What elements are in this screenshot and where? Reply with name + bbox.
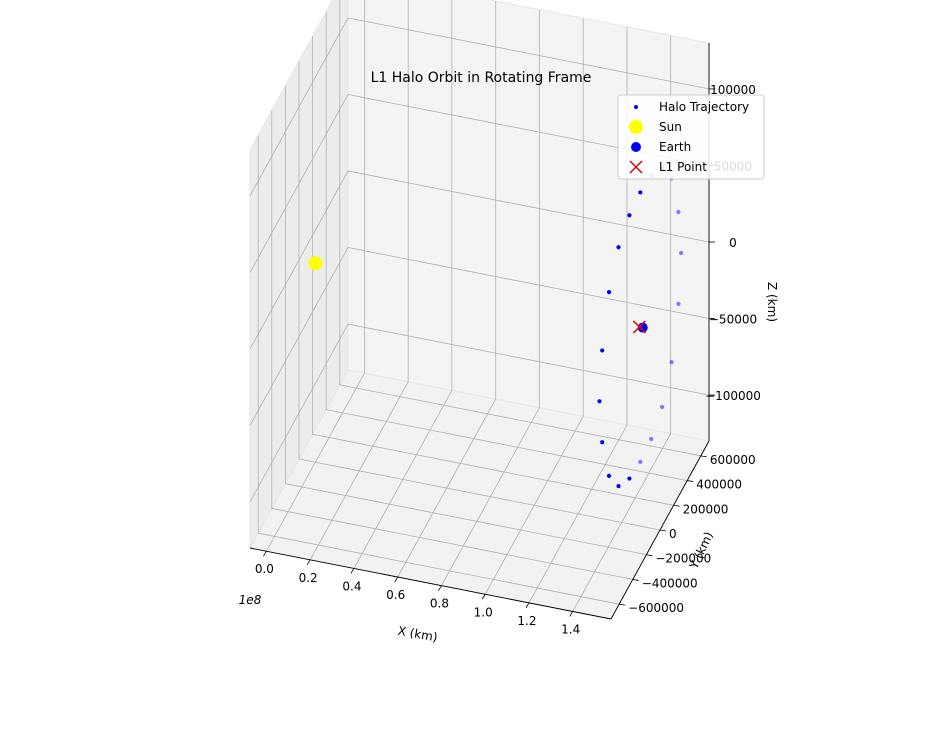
y-grid-line bbox=[284, 85, 647, 556]
x-tick-label: 0.6 bbox=[386, 588, 405, 602]
chart-title: L1 Halo Orbit in Rotating Frame bbox=[371, 70, 592, 86]
z-tick-label: −50000 bbox=[709, 313, 757, 327]
legend-marker-l1 bbox=[629, 160, 643, 174]
z-grid-line bbox=[249, 247, 710, 426]
x-tick bbox=[569, 611, 574, 617]
x-tick bbox=[438, 585, 442, 591]
legend-marker-sun bbox=[629, 120, 643, 134]
y-grid-line bbox=[312, 36, 674, 506]
legend-label: Halo Trajectory bbox=[659, 100, 749, 114]
halo-trajectory-point bbox=[676, 301, 681, 306]
grid-lines bbox=[249, 0, 710, 612]
x-tick-label: 1.2 bbox=[517, 614, 536, 628]
halo-trajectory-point bbox=[659, 404, 665, 410]
y-grid-line bbox=[257, 135, 620, 605]
legend-marker-halo bbox=[634, 105, 638, 109]
sun-point bbox=[308, 256, 323, 271]
y-grid-line bbox=[325, 11, 688, 481]
halo-trajectory-point bbox=[676, 209, 681, 215]
y-grid-line bbox=[339, 0, 701, 457]
x-tick bbox=[481, 594, 486, 600]
legend-label: Sun bbox=[659, 120, 682, 134]
x-tick bbox=[525, 602, 530, 609]
z-grid-line bbox=[249, 323, 710, 503]
z-grid-line bbox=[249, 94, 710, 273]
back-pane bbox=[347, 0, 710, 442]
y-tick-label: 200000 bbox=[683, 502, 729, 516]
y-tick bbox=[632, 579, 639, 581]
halo-trajectory-point bbox=[649, 436, 654, 442]
x-grid-line bbox=[484, 18, 584, 595]
earth-point bbox=[637, 322, 648, 333]
l1-point-marker bbox=[632, 320, 646, 334]
halo-trajectory-point bbox=[669, 360, 674, 365]
y-tick-label: −400000 bbox=[642, 576, 698, 590]
x-grid-line bbox=[309, 0, 409, 560]
x-tick-label: 0.2 bbox=[299, 571, 318, 585]
legend-label: Earth bbox=[659, 140, 691, 154]
z-tick-label: 100000 bbox=[710, 83, 756, 97]
halo-trajectory-point bbox=[606, 473, 612, 478]
y-tick bbox=[619, 603, 626, 606]
x-tick-label: 1.0 bbox=[474, 605, 493, 619]
x-grid-line bbox=[397, 1, 497, 578]
y-grid-line bbox=[271, 110, 633, 580]
z-axis-label: Z (km) bbox=[765, 282, 779, 322]
y-tick-label: 0 bbox=[669, 527, 677, 541]
y-tick-label: −600000 bbox=[628, 601, 684, 615]
halo-trajectory-point bbox=[606, 290, 612, 295]
legend-box bbox=[617, 94, 765, 180]
y-tick bbox=[687, 480, 694, 482]
z-tick-label: −100000 bbox=[705, 389, 761, 403]
x-tick bbox=[350, 568, 355, 574]
z-grid-line bbox=[249, 170, 710, 350]
y-tick-label: −200000 bbox=[655, 552, 711, 566]
halo-trajectory-point bbox=[679, 250, 684, 256]
x-tick bbox=[263, 551, 267, 557]
x-tick bbox=[306, 559, 311, 566]
halo-trajectory-point bbox=[600, 440, 605, 445]
x-grid-line bbox=[266, 0, 365, 552]
y-tick bbox=[659, 529, 667, 532]
z-grid-line bbox=[249, 17, 710, 197]
halo-trajectory-point bbox=[616, 245, 621, 250]
y-tick bbox=[673, 504, 680, 507]
legend: Halo Trajectory Sun Earth L1 Point bbox=[617, 94, 765, 180]
x-axis-offset-label: 1e8 bbox=[239, 593, 262, 607]
y-tick-label: 600000 bbox=[710, 453, 756, 467]
x-tick-label: 0.8 bbox=[430, 597, 449, 611]
y-grid-line bbox=[298, 61, 661, 531]
halo-trajectory-point bbox=[600, 348, 605, 353]
z-tick-label: 0 bbox=[729, 236, 737, 250]
halo-trajectory-point bbox=[638, 190, 643, 195]
halo-trajectory-point bbox=[638, 459, 643, 464]
halo-trajectory-point bbox=[627, 213, 632, 218]
halo-trajectory-point bbox=[597, 399, 602, 404]
x-tick-label: 1.4 bbox=[561, 622, 580, 636]
x-axis-label: X (km) bbox=[397, 624, 439, 645]
halo-trajectory-point bbox=[627, 476, 632, 481]
x-grid-line bbox=[353, 0, 453, 569]
x-grid-line bbox=[441, 9, 540, 586]
legend-marker-earth bbox=[631, 142, 641, 152]
y-tick bbox=[700, 455, 707, 458]
legend-label: L1 Point bbox=[659, 160, 707, 174]
x-tick-label: 0.0 bbox=[255, 562, 274, 576]
x-tick bbox=[394, 576, 399, 583]
halo-trajectory-point bbox=[616, 483, 621, 489]
y-tick bbox=[646, 554, 653, 557]
y-tick-label: 400000 bbox=[696, 478, 742, 492]
x-tick-label: 0.4 bbox=[342, 579, 361, 593]
